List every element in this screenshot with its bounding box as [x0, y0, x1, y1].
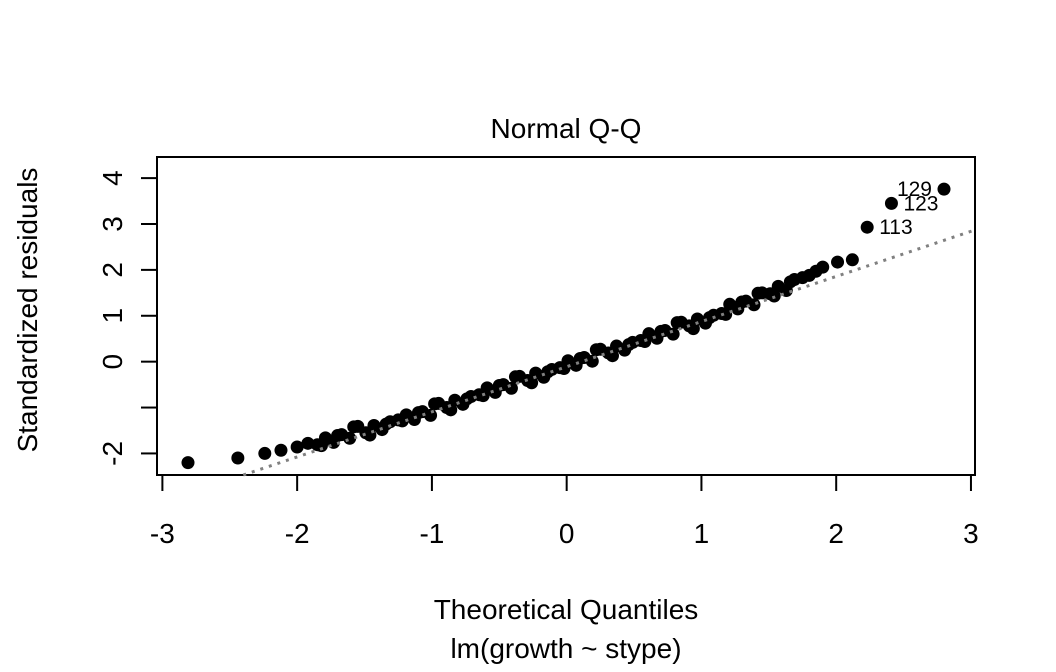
data-point [670, 316, 684, 330]
data-point [666, 327, 680, 341]
x-tick-label: -1 [419, 518, 444, 549]
data-point [605, 349, 619, 363]
x-axis: -3 -2 -1 0 1 2 3 [150, 475, 979, 549]
data-point [686, 322, 700, 336]
data-point [654, 324, 668, 338]
outlier-label: 123 [903, 192, 938, 215]
data-point [747, 298, 761, 312]
y-tick-label: -2 [97, 441, 128, 466]
plot-border [156, 156, 976, 476]
x-tick-label: -3 [150, 518, 175, 549]
data-point [719, 307, 733, 321]
data-point [492, 379, 506, 393]
data-point [181, 456, 195, 470]
data-point [331, 429, 345, 443]
chart-title: Normal Q-Q [490, 113, 642, 144]
outlier-point [884, 196, 898, 210]
data-point [343, 431, 357, 445]
y-axis-label: Standardized residuals [12, 167, 43, 453]
data-point [831, 255, 845, 269]
qq-reference-line [242, 228, 976, 477]
data-point [314, 439, 328, 453]
data-point [573, 351, 587, 365]
data-point [347, 420, 361, 434]
y-tick-label: 0 [97, 354, 128, 370]
y-tick-label: 1 [97, 308, 128, 324]
outlier-label: 113 [879, 216, 912, 239]
model-sub-caption: lm(growth ~ stype) [450, 633, 682, 664]
outlier-label: 129 [897, 178, 932, 201]
x-tick-label: 1 [694, 518, 710, 549]
y-axis: -2 0 1 2 3 4 [97, 170, 157, 466]
x-tick-label: -2 [285, 518, 310, 549]
data-point [525, 376, 539, 390]
data-point [845, 253, 859, 267]
data-point [290, 440, 304, 454]
y-tick-label: 3 [97, 216, 128, 232]
outlier-point [860, 220, 874, 234]
data-point [504, 381, 518, 395]
data-point [751, 286, 765, 300]
data-point [508, 370, 522, 384]
y-tick-label: 2 [97, 262, 128, 278]
data-point [444, 403, 458, 417]
data-point [231, 451, 245, 465]
data-points [181, 253, 859, 470]
data-point [816, 260, 830, 274]
data-point [428, 397, 442, 411]
outlier-point [937, 182, 951, 196]
x-tick-label: 3 [963, 518, 979, 549]
x-tick-label: 2 [828, 518, 844, 549]
x-axis-label: Theoretical Quantiles [433, 594, 699, 625]
data-point [783, 275, 797, 289]
x-tick-label: 0 [559, 518, 575, 549]
data-point [258, 446, 272, 460]
y-tick-label: 4 [97, 170, 128, 186]
data-point [735, 295, 749, 309]
data-point [589, 343, 603, 357]
data-point [274, 443, 288, 457]
